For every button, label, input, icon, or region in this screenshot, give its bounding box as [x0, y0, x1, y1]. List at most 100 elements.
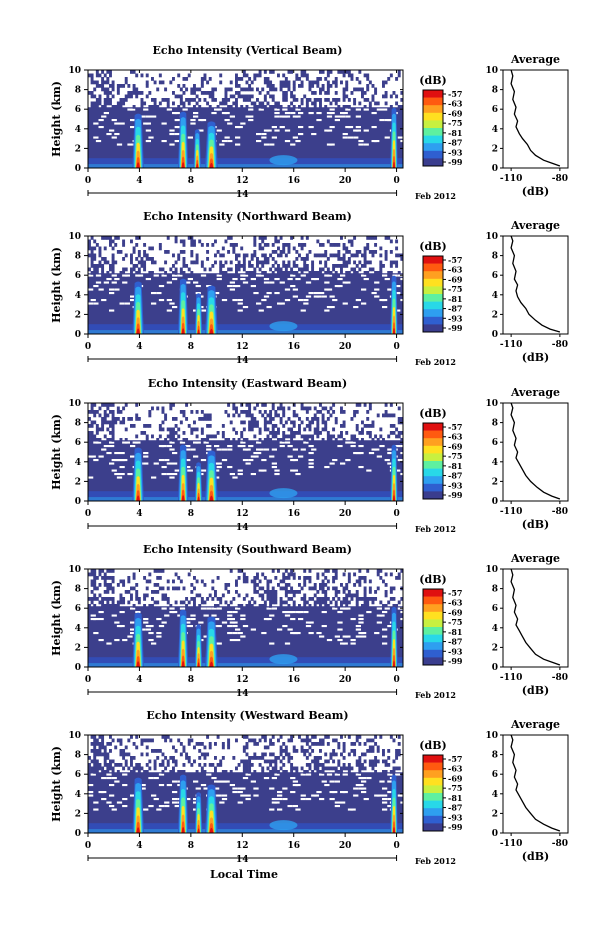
- echo-cell: [153, 600, 157, 605]
- echo-cell: [190, 239, 194, 244]
- clear-cell: [316, 632, 322, 635]
- echo-cell: [190, 427, 194, 432]
- clear-cell: [326, 288, 333, 291]
- echo-cell: [116, 87, 120, 92]
- echo-cell: [203, 73, 207, 78]
- clear-cell: [240, 787, 246, 790]
- echo-cell: [332, 427, 336, 432]
- echo-cell: [203, 91, 207, 95]
- echo-cell: [282, 264, 286, 268]
- echo-cell: [303, 604, 307, 608]
- echo-cell: [284, 91, 288, 95]
- clear-cell: [324, 784, 330, 787]
- clear-cell: [88, 288, 94, 291]
- echo-cell: [195, 579, 199, 584]
- echo-cell: [153, 80, 157, 85]
- echo-cell: [361, 576, 364, 580]
- echo-cell: [256, 572, 259, 577]
- echo-cell: [345, 583, 349, 587]
- echo-cell: [182, 105, 186, 109]
- clear-cell: [250, 473, 256, 476]
- echo-cell: [211, 264, 215, 268]
- echo-cell: [98, 250, 102, 254]
- clear-cell: [93, 808, 99, 811]
- echo-cell: [358, 260, 362, 265]
- echo-cell: [164, 593, 168, 598]
- echo-cell: [93, 410, 97, 414]
- echo-cell: [161, 752, 165, 757]
- echo-cell: [190, 236, 194, 240]
- echo-cell: [311, 267, 315, 272]
- echo-cell: [253, 420, 257, 425]
- echo-cell: [353, 101, 357, 106]
- echo-cell: [242, 759, 246, 764]
- echo-cell: [93, 94, 97, 99]
- echo-cell: [143, 267, 147, 272]
- colorbar-segment: [423, 755, 443, 763]
- clear-cell: [203, 635, 209, 638]
- echo-cell: [284, 576, 288, 580]
- clear-cell: [337, 285, 343, 288]
- echo-cell: [326, 91, 330, 95]
- echo-cell: [379, 264, 383, 268]
- echo-cell: [284, 80, 288, 85]
- echo-cell: [135, 271, 139, 275]
- echo-cell: [151, 749, 154, 753]
- echo-cell: [269, 438, 273, 442]
- echo-cell: [119, 420, 123, 425]
- echo-cell: [177, 73, 181, 78]
- echo-cell: [300, 434, 304, 439]
- echo-cell: [334, 417, 338, 421]
- echo-cell: [392, 91, 396, 95]
- clear-cell: [371, 112, 377, 115]
- clear-cell: [277, 628, 283, 631]
- echo-cell: [295, 590, 299, 594]
- echo-cell: [179, 250, 183, 254]
- echo-cell: [347, 73, 351, 78]
- echo-cell: [258, 243, 262, 247]
- clear-cell: [319, 773, 325, 776]
- echo-cell: [235, 101, 238, 106]
- echo-cell: [374, 742, 378, 746]
- echo-cell: [340, 735, 343, 739]
- echo-cell: [253, 267, 257, 272]
- echo-cell: [263, 735, 267, 739]
- echo-cell: [182, 84, 186, 88]
- echo-cell: [279, 752, 283, 757]
- echo-cell: [305, 77, 309, 81]
- clear-cell: [384, 278, 390, 281]
- clear-cell: [130, 445, 136, 448]
- clear-cell: [298, 133, 304, 136]
- echo-cell: [355, 597, 359, 601]
- clear-cell: [200, 274, 207, 277]
- echo-cell: [101, 597, 105, 601]
- echo-cell: [109, 604, 112, 608]
- clear-cell: [316, 791, 322, 794]
- echo-cell: [90, 101, 94, 106]
- echo-cell: [203, 583, 207, 587]
- clear-cell: [164, 459, 170, 462]
- clear-cell: [366, 611, 372, 614]
- echo-cell: [337, 250, 341, 254]
- echo-cell: [271, 243, 275, 247]
- clear-cell: [303, 299, 309, 302]
- clear-cell: [158, 625, 165, 628]
- echo-cell: [148, 759, 152, 764]
- echo-cell: [101, 271, 105, 275]
- echo-cell: [303, 70, 307, 74]
- echo-cell: [109, 420, 112, 425]
- echo-cell: [203, 77, 207, 81]
- clear-cell: [387, 625, 393, 628]
- y-tick-label: 6: [75, 770, 81, 780]
- echo-cell: [355, 438, 359, 442]
- echo-cell: [332, 759, 336, 764]
- echo-cell: [214, 590, 217, 594]
- echo-cell: [214, 593, 217, 598]
- echo-cell: [353, 271, 357, 275]
- clear-cell: [216, 278, 222, 281]
- echo-cell: [384, 250, 388, 254]
- echo-cell: [271, 264, 275, 268]
- clear-cell: [193, 455, 199, 458]
- echo-cell: [261, 101, 265, 106]
